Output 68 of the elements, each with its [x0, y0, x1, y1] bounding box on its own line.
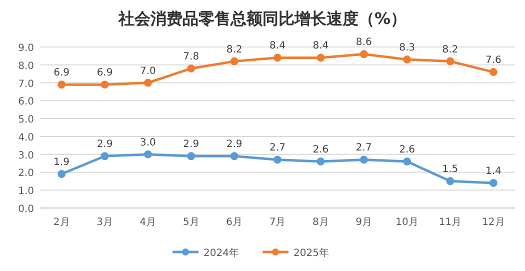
legend-label: 2025年 — [294, 247, 329, 259]
data-label: 2.9 — [96, 139, 113, 150]
data-label: 7.8 — [183, 51, 200, 62]
data-label: 2.7 — [356, 142, 372, 154]
data-label: 1.4 — [485, 166, 502, 177]
y-tick-label: 6.0 — [18, 96, 34, 108]
data-label: 8.6 — [356, 37, 372, 48]
x-tick-label: 9月 — [356, 217, 372, 228]
data-label: 7.0 — [140, 66, 156, 77]
point — [489, 68, 498, 76]
y-tick-label: 9.0 — [18, 43, 34, 54]
point — [403, 56, 412, 64]
data-label: 6.9 — [54, 68, 70, 79]
y-tick-label: 5.0 — [18, 114, 34, 126]
data-label: 2.6 — [312, 144, 329, 156]
point — [100, 152, 109, 160]
data-label: 8.4 — [312, 40, 329, 52]
x-tick-label: 12月 — [482, 217, 505, 228]
point — [446, 177, 454, 186]
y-tick-label: 3.0 — [18, 150, 34, 162]
y-tick-label: 0.0 — [18, 204, 34, 215]
point — [100, 80, 109, 89]
data-label: 2.9 — [226, 139, 242, 150]
x-tick-label: 6月 — [226, 217, 243, 228]
point — [58, 80, 66, 89]
x-tick-label: 8月 — [312, 217, 329, 228]
x-tick-label: 10月 — [396, 217, 418, 228]
x-tick-label: 5月 — [182, 217, 200, 228]
y-tick-label: 2.0 — [18, 168, 34, 180]
point — [446, 57, 454, 66]
point — [403, 157, 412, 166]
data-label: 8.3 — [399, 42, 415, 54]
point — [230, 57, 238, 66]
chart-title: 社会消费品零售总额同比增长速度（%） — [117, 9, 407, 28]
data-label: 3.0 — [140, 137, 156, 148]
data-label: 8.2 — [442, 44, 458, 56]
point — [316, 54, 325, 62]
data-label: 8.4 — [270, 40, 286, 52]
data-label: 1.9 — [54, 157, 70, 168]
data-label: 7.6 — [485, 55, 502, 66]
y-tick-label: 4.0 — [18, 132, 34, 144]
point — [144, 150, 152, 158]
data-label: 2.9 — [183, 139, 200, 150]
x-tick-label: 7月 — [269, 217, 286, 228]
x-tick-label: 3月 — [96, 217, 113, 228]
y-tick-label: 1.0 — [18, 186, 34, 198]
point — [360, 50, 368, 58]
x-tick-label: 2月 — [53, 217, 70, 228]
point — [187, 64, 196, 72]
y-tick-label: 7.0 — [18, 78, 34, 90]
data-label: 2.7 — [270, 142, 286, 154]
point — [274, 156, 282, 164]
legend-label: 2024年 — [204, 247, 239, 259]
point — [489, 178, 498, 187]
data-label: 2.6 — [399, 144, 415, 156]
point — [144, 78, 152, 87]
point — [187, 152, 196, 160]
data-label: 6.9 — [96, 68, 113, 79]
data-label: 1.5 — [442, 164, 458, 176]
y-tick-label: 8.0 — [18, 60, 34, 72]
point — [230, 152, 238, 160]
data-label: 8.2 — [226, 44, 242, 56]
point — [274, 54, 282, 62]
point — [316, 157, 325, 166]
x-tick-label: 4月 — [140, 217, 156, 228]
point — [58, 170, 66, 178]
point — [360, 156, 368, 164]
x-tick-label: 11月 — [438, 217, 462, 228]
